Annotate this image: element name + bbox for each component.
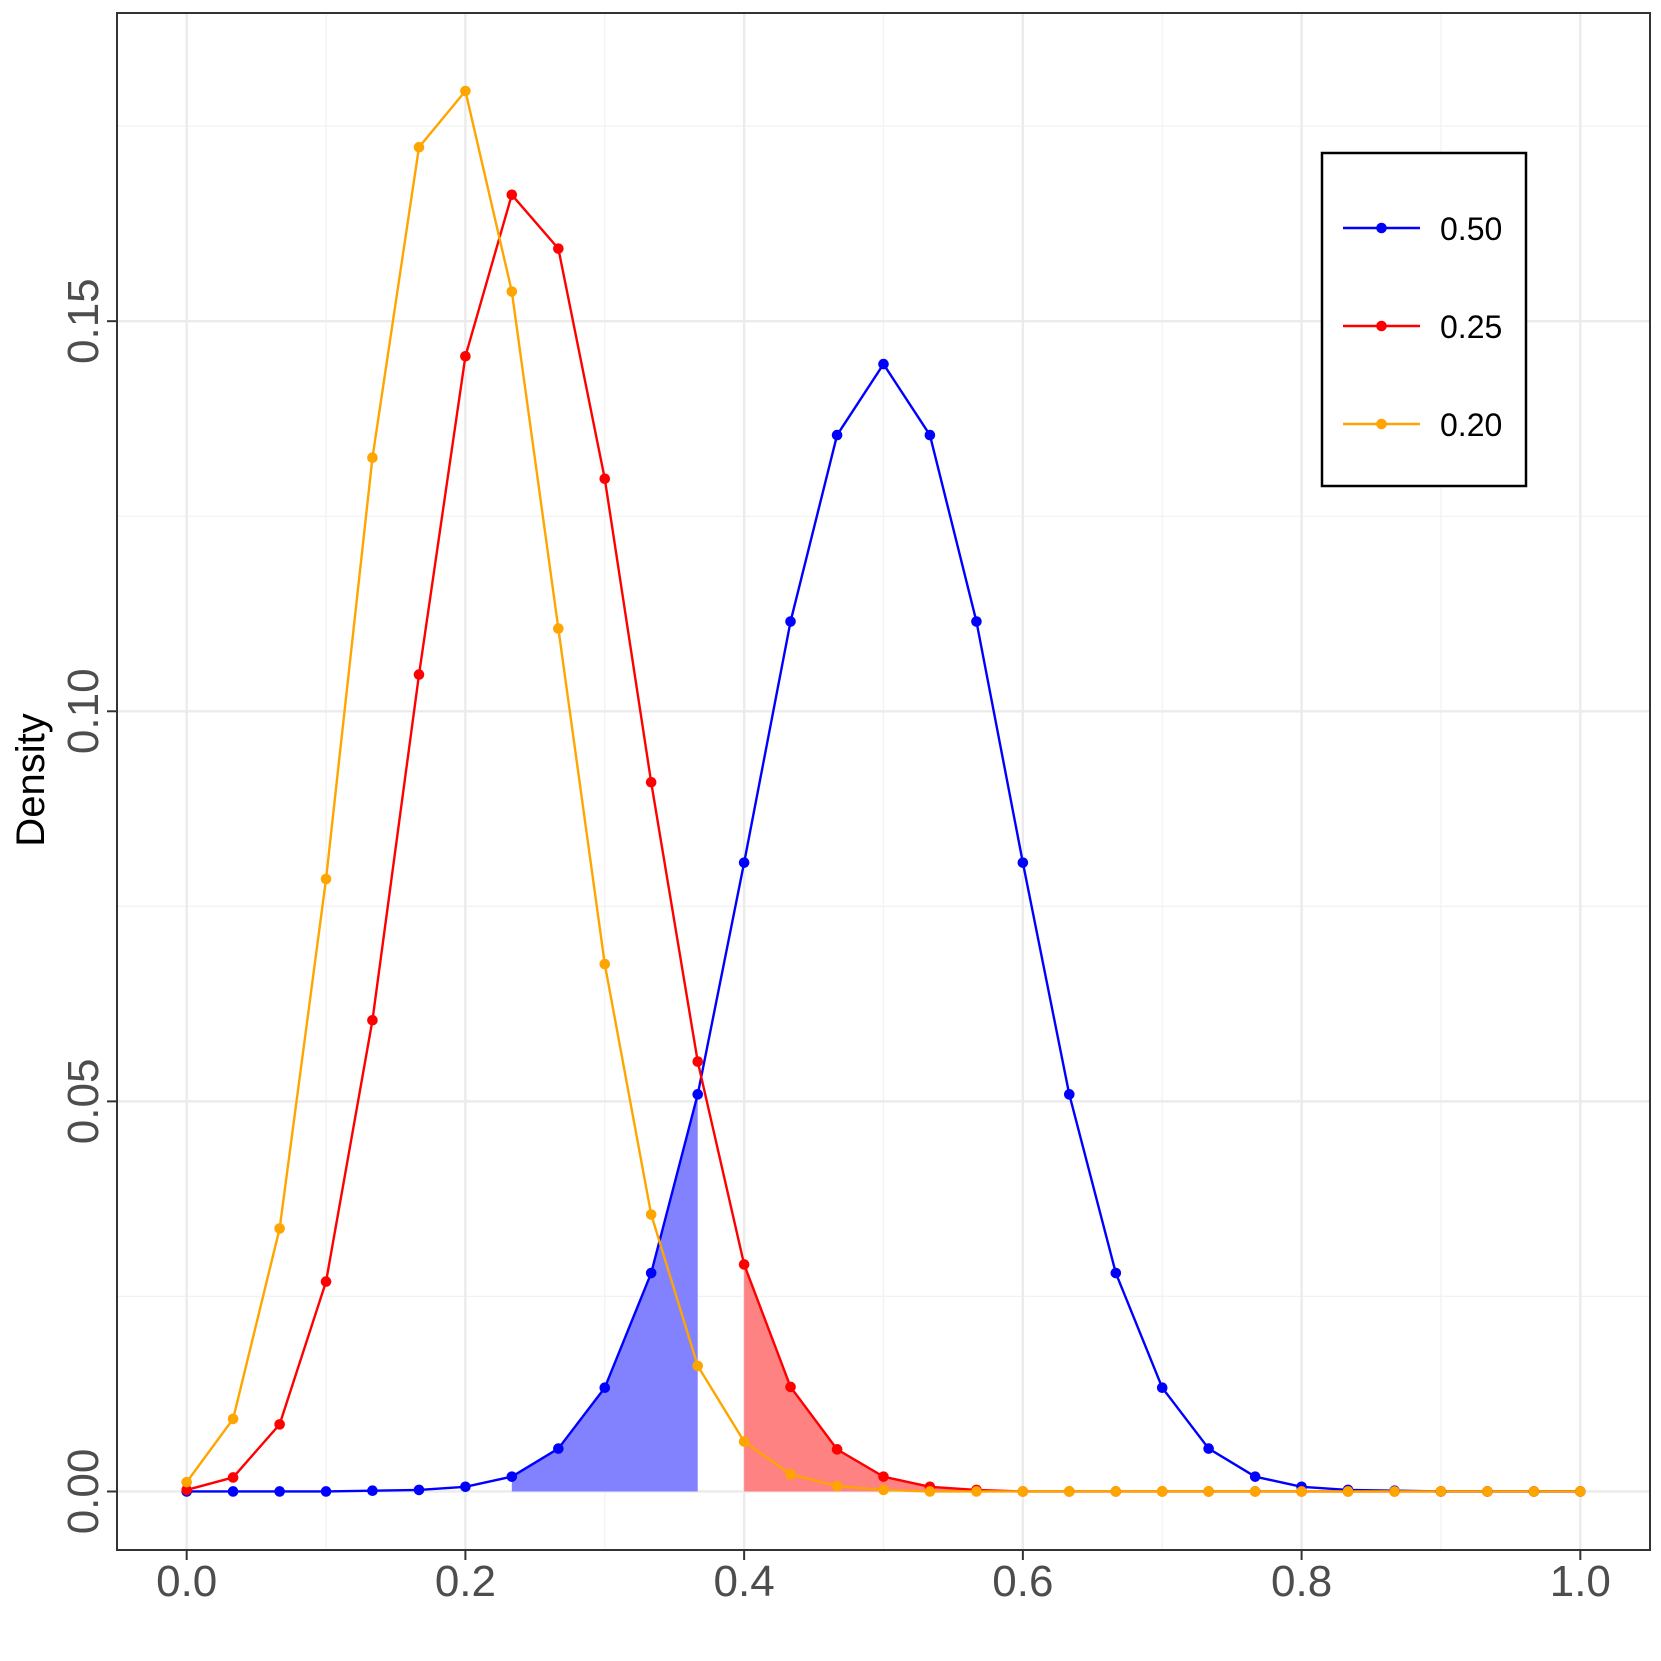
data-point-0.50 xyxy=(878,358,889,370)
data-point-0.50 xyxy=(460,1481,471,1493)
x-tick-label: 0.2 xyxy=(435,1557,496,1606)
shaded-area-0.25 xyxy=(744,1264,1581,1492)
series-lines xyxy=(181,85,1586,1497)
data-point-0.20 xyxy=(1063,1486,1075,1497)
data-point-0.25 xyxy=(274,1419,285,1430)
data-point-0.50 xyxy=(506,1471,518,1482)
x-tick-label: 1.0 xyxy=(1550,1557,1611,1606)
data-point-0.50 xyxy=(645,1267,657,1279)
data-point-0.25 xyxy=(413,669,425,680)
data-point-0.50 xyxy=(1156,1382,1168,1394)
data-point-0.50 xyxy=(1063,1089,1075,1100)
data-point-0.50 xyxy=(274,1486,285,1497)
data-point-0.25 xyxy=(320,1276,332,1287)
x-tick-label: 0.0 xyxy=(156,1557,217,1606)
data-point-0.20 xyxy=(831,1480,843,1492)
data-point-0.20 xyxy=(506,286,518,297)
legend-key-point xyxy=(1376,222,1387,234)
legend-label-0.50: 0.50 xyxy=(1440,211,1502,247)
data-point-0.20 xyxy=(274,1223,285,1234)
data-point-0.20 xyxy=(924,1486,936,1497)
data-point-0.20 xyxy=(1528,1486,1540,1497)
data-point-0.50 xyxy=(971,616,982,627)
y-tick-label: 0.00 xyxy=(59,1449,108,1535)
data-point-0.20 xyxy=(1249,1486,1261,1497)
shaded-area-0.50 xyxy=(511,1094,698,1492)
data-point-0.50 xyxy=(738,857,750,868)
data-point-0.50 xyxy=(367,1485,378,1497)
data-point-0.20 xyxy=(1296,1486,1307,1497)
data-point-0.20 xyxy=(553,623,564,634)
data-point-0.20 xyxy=(785,1469,796,1480)
data-point-0.50 xyxy=(413,1484,425,1496)
y-axis-title: Density xyxy=(9,713,53,846)
data-point-0.25 xyxy=(785,1381,796,1393)
data-point-0.50 xyxy=(831,429,843,441)
data-point-0.50 xyxy=(1017,857,1029,868)
data-point-0.20 xyxy=(1342,1486,1354,1497)
legend: 0.50 0.25 0.20 xyxy=(1320,151,1528,488)
data-point-0.50 xyxy=(1203,1443,1214,1454)
data-point-0.20 xyxy=(1389,1486,1400,1497)
data-point-0.20 xyxy=(1156,1486,1168,1497)
data-point-0.50 xyxy=(692,1089,704,1100)
data-point-0.50 xyxy=(924,429,936,441)
data-point-0.25 xyxy=(692,1056,704,1067)
legend-label-0.25: 0.25 xyxy=(1440,309,1502,345)
data-point-0.25 xyxy=(460,350,471,362)
legend-key-point xyxy=(1376,418,1387,430)
y-tick-label: 0.10 xyxy=(59,668,108,754)
data-point-0.25 xyxy=(181,1484,192,1496)
data-point-0.20 xyxy=(971,1486,982,1497)
data-point-0.20 xyxy=(878,1484,889,1496)
data-point-0.25 xyxy=(878,1471,889,1482)
data-point-0.50 xyxy=(1110,1267,1122,1279)
data-point-0.20 xyxy=(227,1413,239,1425)
data-point-0.20 xyxy=(413,141,425,153)
axes: 0.0 0.2 0.4 0.6 0.8 1.0 0.00 0.05 0.10 0.15 xyxy=(59,278,1611,1606)
data-point-0.20 xyxy=(1203,1486,1214,1497)
data-point-0.20 xyxy=(692,1360,704,1372)
data-point-0.50 xyxy=(1249,1471,1261,1482)
data-point-0.25 xyxy=(831,1444,843,1455)
legend-key-point xyxy=(1376,320,1387,332)
data-point-0.25 xyxy=(738,1259,750,1270)
data-point-0.20 xyxy=(1017,1486,1029,1497)
data-point-0.20 xyxy=(181,1476,192,1488)
x-tick-label: 0.4 xyxy=(714,1557,775,1606)
data-point-0.25 xyxy=(645,776,657,788)
legend-label-0.20: 0.20 xyxy=(1440,407,1502,443)
data-point-0.25 xyxy=(367,1014,378,1026)
x-tick-label: 0.8 xyxy=(1271,1557,1332,1606)
data-point-0.20 xyxy=(738,1436,750,1447)
y-tick-label: 0.05 xyxy=(59,1059,108,1145)
data-point-0.50 xyxy=(553,1443,564,1454)
data-point-0.50 xyxy=(227,1486,239,1497)
data-point-0.20 xyxy=(1575,1486,1586,1497)
data-point-0.20 xyxy=(320,873,332,885)
data-point-0.25 xyxy=(599,473,611,485)
data-point-0.50 xyxy=(599,1382,611,1394)
data-point-0.25 xyxy=(227,1472,239,1483)
panel-border xyxy=(116,12,1651,1551)
data-point-0.50 xyxy=(785,616,796,627)
y-tick-label: 0.15 xyxy=(59,278,108,364)
data-point-0.20 xyxy=(1435,1486,1447,1497)
data-point-0.50 xyxy=(320,1486,332,1497)
legend-box xyxy=(1320,151,1528,488)
data-point-0.20 xyxy=(599,958,611,970)
data-point-0.20 xyxy=(1110,1486,1122,1497)
x-tick-label: 0.6 xyxy=(992,1557,1053,1606)
data-point-0.25 xyxy=(506,189,518,201)
data-point-0.20 xyxy=(367,452,378,464)
data-point-0.20 xyxy=(1482,1486,1493,1497)
data-point-0.20 xyxy=(645,1209,657,1220)
data-point-0.25 xyxy=(553,243,564,254)
shaded-areas xyxy=(511,1094,1581,1492)
data-point-0.20 xyxy=(460,85,471,97)
